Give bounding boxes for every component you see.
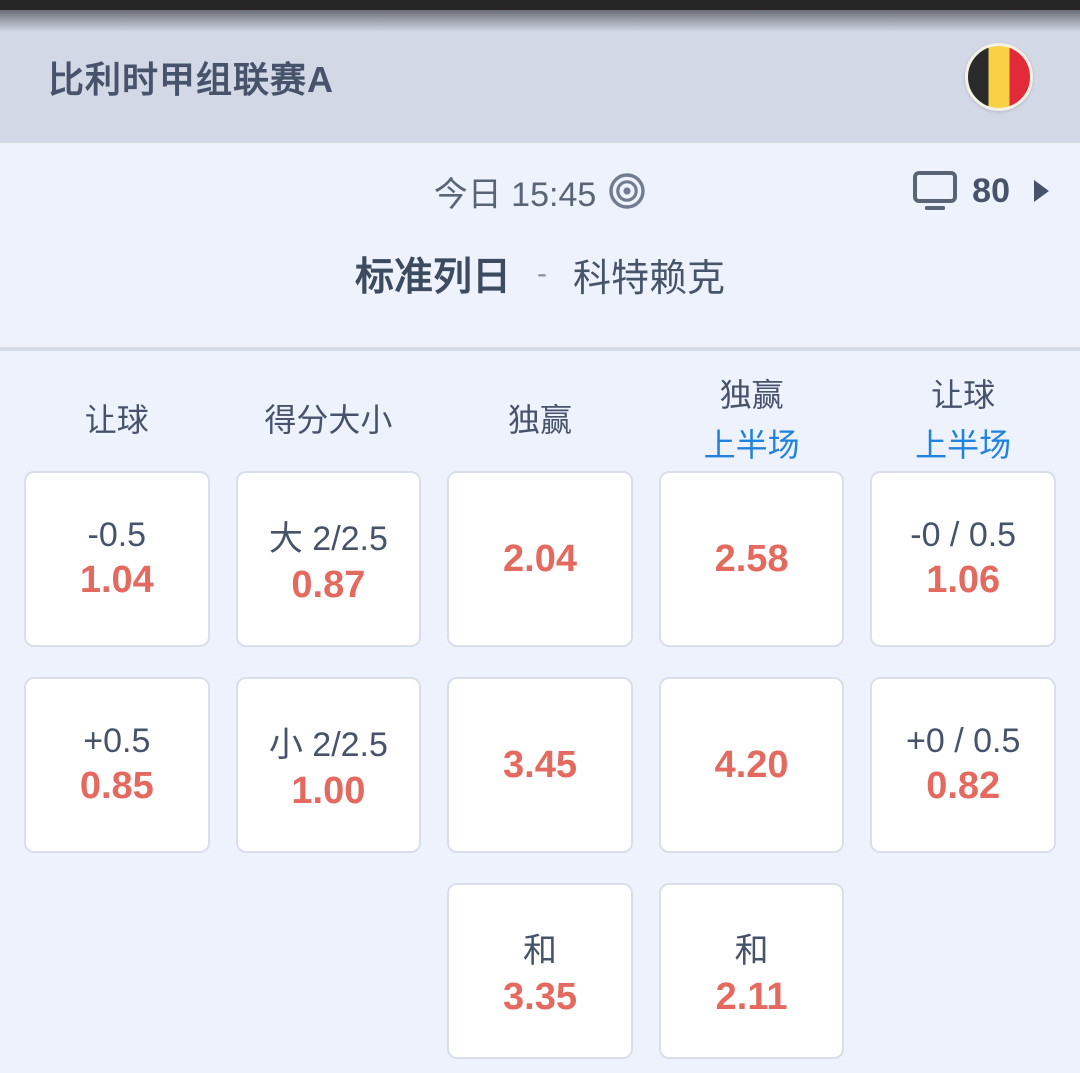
odds-cell-slot: 小 2/2.5 1.00 [235, 677, 422, 853]
odds-cell-slot: 和 2.11 [658, 883, 845, 1059]
odds-cell-empty [870, 883, 1056, 1059]
odds-cell-value: 4.20 [714, 743, 789, 786]
odds-cell-slot: -0.5 1.04 [24, 471, 210, 647]
odds-cell-slot: 和 3.35 [447, 883, 633, 1059]
odds-cell-slot: 4.20 [658, 677, 845, 853]
odds-cell[interactable]: 小 2/2.5 1.00 [235, 677, 422, 853]
bullseye-icon [609, 173, 645, 209]
odds-cell[interactable]: 2.04 [447, 471, 633, 647]
odds-cell-slot: 2.04 [447, 471, 633, 647]
market-header-moneyline-ht: 独赢 上半场 [659, 371, 845, 471]
odds-cell-value: 0.82 [926, 765, 1001, 807]
odds-cell-label: +0.5 [83, 722, 151, 760]
odds-cell[interactable]: 大 2/2.5 0.87 [235, 471, 422, 647]
odds-row: -0.5 1.04 大 2/2.5 0.87 2.04 2.58 -0 / 0.5 1.06 [24, 471, 1056, 647]
odds-cell-value: 2.58 [714, 537, 789, 580]
market-label: 独赢 [507, 402, 572, 439]
odds-cell-value: 1.04 [79, 559, 154, 601]
odds-cell-label: 和 [734, 932, 769, 970]
odds-cell-empty [236, 883, 422, 1059]
team-row: 标准列日 - 科特赖克 [0, 247, 1080, 301]
market-header-handicap-ht: 让球 上半场 [870, 371, 1056, 471]
market-label: 让球 [931, 377, 996, 414]
odds-cell-label: 大 2/2.5 [268, 520, 388, 558]
odds-cell-slot: -0 / 0.5 1.06 [870, 471, 1056, 647]
chevron-right-icon [1034, 180, 1049, 202]
market-label: 让球 [84, 402, 149, 439]
odds-cell[interactable]: +0 / 0.5 0.82 [870, 677, 1056, 853]
odds-cell-label: -0.5 [87, 516, 147, 554]
market-sublabel: 上半场 [703, 427, 800, 463]
odds-row: +0.5 0.85 小 2/2.5 1.00 3.45 4.20 +0 / 0.5 0.82 [24, 677, 1056, 853]
odds-cell[interactable]: 4.20 [658, 677, 845, 853]
odds-cell-slot: +0.5 0.85 [24, 677, 210, 853]
odds-grid: -0.5 1.04 大 2/2.5 0.87 2.04 2.58 -0 / 0.5 1.06 +… [24, 471, 1056, 1059]
odds-cell[interactable]: 和 2.11 [658, 883, 845, 1059]
odds-cell-label: 和 [522, 932, 557, 970]
time-row: 今日 15:45 80 [0, 167, 1080, 215]
odds-cell[interactable]: -0.5 1.04 [24, 471, 210, 647]
odds-cell-value: 2.04 [503, 537, 577, 580]
team-separator: - [537, 257, 547, 290]
tv-icon [913, 171, 958, 210]
odds-cell-slot: +0 / 0.5 0.82 [870, 677, 1056, 853]
odds-cell[interactable]: 和 3.35 [447, 883, 633, 1059]
home-team-name: 标准列日 [354, 256, 511, 299]
odds-cell[interactable]: 2.58 [658, 471, 845, 647]
match-info: 今日 15:45 80 标准列日 - 科特赖克 [0, 143, 1080, 351]
market-sublabel: 上半场 [915, 427, 1012, 463]
league-title: 比利时甲组联赛A [48, 58, 334, 100]
odds-cell-value: 0.87 [291, 564, 366, 606]
odds-cell-value: 1.00 [291, 770, 366, 812]
odds-cell-value: 0.85 [79, 765, 154, 807]
odds-cell-slot: 2.58 [658, 471, 845, 647]
market-header-moneyline: 独赢 [447, 371, 633, 471]
market-header-handicap: 让球 [24, 371, 210, 471]
odds-cell-value: 3.35 [503, 976, 577, 1018]
odds-cell-value: 2.11 [715, 976, 788, 1018]
odds-cell-slot: 3.45 [447, 677, 633, 853]
odds-cell[interactable]: +0.5 0.85 [24, 677, 210, 853]
odds-cell[interactable]: -0 / 0.5 1.06 [870, 471, 1056, 647]
odds-cell-slot: 大 2/2.5 0.87 [235, 471, 422, 647]
odds-cell-empty [24, 883, 210, 1059]
odds-cell-label: 小 2/2.5 [268, 726, 388, 764]
section-divider [0, 347, 1080, 351]
market-header-over-under: 得分大小 [236, 371, 422, 471]
odds-cell-value: 3.45 [503, 743, 577, 786]
league-header: 比利时甲组联赛A [0, 10, 1080, 143]
market-header-row: 让球 得分大小 独赢 独赢 上半场 让球 上半场 [24, 371, 1056, 471]
away-team-name: 科特赖克 [573, 257, 726, 300]
status-bar [0, 0, 1080, 10]
odds-area: 让球 得分大小 独赢 独赢 上半场 让球 上半场 -0.5 1.04 大 2/2.5… [0, 371, 1080, 1059]
odds-cell-value: 1.06 [926, 559, 1001, 601]
odds-cell-label: -0 / 0.5 [910, 516, 1017, 554]
odds-cell[interactable]: 3.45 [447, 677, 633, 853]
belgium-flag-icon [965, 42, 1033, 111]
tv-stream-button[interactable]: 80 [912, 167, 1050, 215]
match-time: 今日 15:45 [433, 175, 597, 214]
market-label: 独赢 [719, 377, 784, 414]
market-label: 得分大小 [264, 402, 393, 439]
tv-count: 80 [972, 171, 1010, 210]
odds-cell-label: +0 / 0.5 [905, 722, 1021, 760]
odds-row: 和 3.35 和 2.11 [24, 883, 1056, 1059]
